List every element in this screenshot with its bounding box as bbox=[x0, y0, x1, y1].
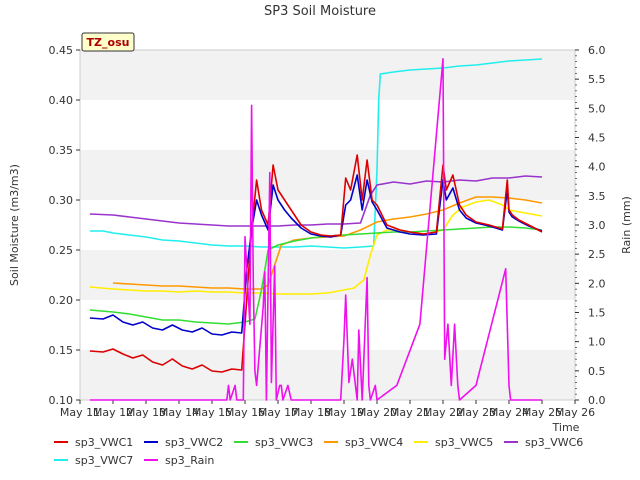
x-axis-label: Time bbox=[552, 421, 580, 434]
legend-label: sp3_VWC1 bbox=[75, 436, 133, 449]
y-tick-label: 0.10 bbox=[49, 394, 74, 407]
x-tick-label: May 17 bbox=[258, 406, 298, 419]
series-line-sp3_VWC3 bbox=[89, 226, 543, 325]
x-tick-label: May 13 bbox=[126, 406, 166, 419]
legend-label: sp3_Rain bbox=[165, 454, 214, 467]
series-line-sp3_VWC5 bbox=[89, 199, 543, 295]
x-tick-label: May 11 bbox=[60, 406, 100, 419]
legend: sp3_VWC1 sp3_VWC2 sp3_VWC3 sp3_VWC4 sp3_VWC5… bbox=[54, 436, 583, 467]
x-tick-label: May 14 bbox=[159, 406, 199, 419]
y-tick-label: 0.45 bbox=[49, 44, 74, 57]
y-tick-label: 0.30 bbox=[49, 194, 74, 207]
y-axis-label: Soil Moisture (m3/m3) bbox=[8, 164, 21, 286]
y2-tick-label: 5.0 bbox=[588, 102, 606, 115]
grid-band bbox=[80, 100, 575, 150]
y-tick-label: 0.35 bbox=[49, 144, 74, 157]
series-line-sp3_VWC1 bbox=[89, 154, 543, 373]
station-badge: TZ_osu bbox=[81, 32, 135, 52]
legend-label: sp3_VWC3 bbox=[255, 436, 313, 449]
y2-axis-label: Rain (mm) bbox=[620, 196, 633, 254]
y2-axis-ticks: 0.0 0.5 1.0 1.5 2.0 2.5 3.0 3.5 4.0 4.5 5.0 5.5 6.0 bbox=[575, 44, 606, 407]
grid-band bbox=[80, 150, 575, 200]
y-tick-label: 0.25 bbox=[49, 244, 74, 257]
y2-tick-label: 5.5 bbox=[588, 73, 606, 86]
x-tick-label: May 21 bbox=[390, 406, 430, 419]
y2-tick-label: 4.5 bbox=[588, 132, 606, 145]
y-tick-label: 0.40 bbox=[49, 94, 74, 107]
y2-tick-label: 3.0 bbox=[588, 219, 606, 232]
y2-tick-label: 6.0 bbox=[588, 44, 606, 57]
series-line-sp3_VWC7 bbox=[89, 58, 543, 249]
station-badge-text: TZ_osu bbox=[87, 36, 130, 49]
x-tick-label: May 25 bbox=[522, 406, 562, 419]
y2-tick-label: 2.0 bbox=[588, 277, 606, 290]
legend-label: sp3_VWC7 bbox=[75, 454, 133, 467]
x-tick-label: May 12 bbox=[93, 406, 133, 419]
series-line-sp3_VWC2 bbox=[89, 174, 543, 336]
y2-tick-label: 3.5 bbox=[588, 190, 606, 203]
station-badge-box bbox=[81, 32, 135, 52]
grid-band bbox=[80, 300, 575, 350]
x-tick-label: May 24 bbox=[489, 406, 529, 419]
grid-bands bbox=[80, 50, 575, 400]
x-tick-label: May 23 bbox=[456, 406, 496, 419]
x-tick-label: May 15 bbox=[192, 406, 232, 419]
x-tick-label: May 18 bbox=[291, 406, 331, 419]
grid-band bbox=[80, 50, 575, 100]
y2-tick-label: 1.5 bbox=[588, 307, 606, 320]
legend-label: sp3_VWC2 bbox=[165, 436, 223, 449]
y2-tick-label: 0.5 bbox=[588, 365, 606, 378]
y-tick-label: 0.20 bbox=[49, 294, 74, 307]
x-tick-label: May 26 bbox=[555, 406, 595, 419]
x-tick-label: May 22 bbox=[423, 406, 463, 419]
x-tick-label: May 19 bbox=[324, 406, 364, 419]
series-lines bbox=[89, 57, 543, 401]
legend-label: sp3_VWC4 bbox=[345, 436, 403, 449]
y2-tick-label: 1.0 bbox=[588, 336, 606, 349]
series-line-sp3_Rain bbox=[89, 57, 542, 401]
x-tick-label: May 16 bbox=[225, 406, 265, 419]
series-line-sp3_VWC6 bbox=[89, 175, 543, 227]
chart-title: SP3 Soil Moisture bbox=[264, 4, 376, 19]
y2-tick-label: 0.0 bbox=[588, 394, 606, 407]
legend-label: sp3_VWC6 bbox=[525, 436, 583, 449]
y2-tick-label: 4.0 bbox=[588, 161, 606, 174]
legend-label: sp3_VWC5 bbox=[435, 436, 493, 449]
grid-band bbox=[80, 350, 575, 400]
y2-tick-label: 2.5 bbox=[588, 248, 606, 261]
x-tick-label: May 20 bbox=[357, 406, 397, 419]
grid-band bbox=[80, 200, 575, 250]
y-tick-label: 0.15 bbox=[49, 344, 74, 357]
y-axis-ticks: 0.10 0.15 0.20 0.25 0.30 0.35 0.40 0.45 bbox=[49, 44, 80, 407]
